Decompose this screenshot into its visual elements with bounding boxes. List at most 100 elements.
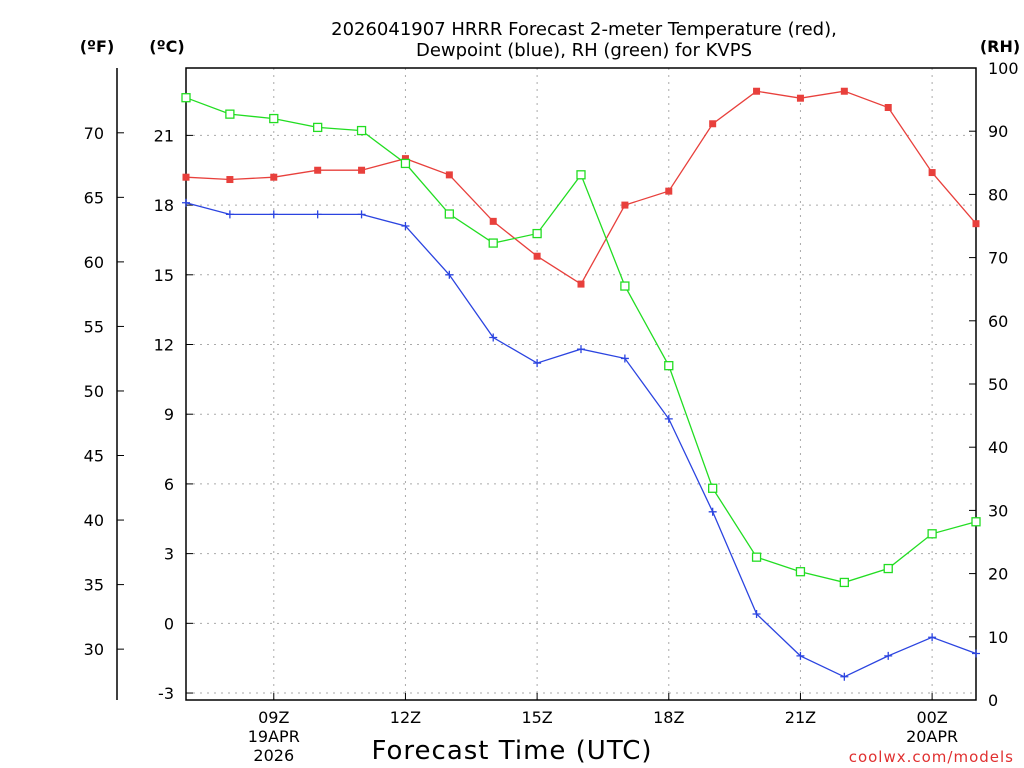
dewpoint-point <box>401 222 410 230</box>
x-tick-label: 12Z <box>390 708 421 727</box>
fahrenheit-unit-label: (ºF) <box>80 37 115 56</box>
rh-tick-label: 30 <box>988 501 1008 520</box>
dewpoint-line <box>185 202 977 678</box>
temperature-point <box>840 87 848 95</box>
rh-point <box>444 209 454 219</box>
fahrenheit-tick-label: 65 <box>84 188 104 207</box>
rh-point <box>883 563 893 574</box>
rh-point <box>751 552 762 562</box>
fahrenheit-tick-label: 35 <box>84 576 104 595</box>
temperature-point <box>358 166 366 174</box>
temperature-point <box>577 280 585 288</box>
dewpoint-point <box>269 210 278 219</box>
x-tick-label: 15Z <box>521 708 552 727</box>
rh-point <box>839 577 849 588</box>
celsius-tick-label: 3 <box>164 545 174 564</box>
rh-tick-label: 20 <box>988 565 1008 584</box>
dewpoint-point <box>182 198 190 207</box>
x-tick-year: 2026 <box>253 746 294 765</box>
fahrenheit-tick-label: 70 <box>84 124 104 143</box>
dewpoint-point <box>577 345 585 354</box>
rh-tick-label: 70 <box>988 249 1008 268</box>
fahrenheit-tick-label: 60 <box>84 253 104 272</box>
rh-tick-label: 50 <box>988 375 1008 394</box>
celsius-unit-label: (ºC) <box>149 37 184 56</box>
celsius-tick-label: 9 <box>164 405 174 424</box>
temperature-point <box>533 252 541 260</box>
fahrenheit-tick-label: 40 <box>84 511 104 530</box>
celsius-tick-label: 18 <box>154 196 174 215</box>
rh-point <box>620 281 630 291</box>
rh-point <box>532 228 542 239</box>
x-tick-label: 21Z <box>785 708 816 727</box>
dewpoint-point <box>752 610 761 619</box>
rh-point <box>400 158 411 169</box>
temperature-line <box>185 90 977 286</box>
data-series <box>181 87 981 681</box>
temperature-point <box>489 217 497 225</box>
fahrenheit-tick-label: 50 <box>84 382 104 401</box>
rh-point <box>927 529 937 539</box>
dewpoint-point <box>445 270 454 279</box>
dewpoint-point <box>225 210 234 219</box>
dewpoint-point <box>620 354 629 363</box>
celsius-tick-label: -3 <box>158 684 174 703</box>
temperature-point <box>621 201 629 209</box>
x-tick-label: 00Z <box>916 708 947 727</box>
temperature-point <box>314 166 322 174</box>
fahrenheit-tick-label: 30 <box>84 640 104 659</box>
dewpoint-point <box>972 649 980 658</box>
dewpoint-point <box>313 210 322 219</box>
dewpoint-point <box>664 414 673 423</box>
temperature-point <box>796 94 804 102</box>
rh-point <box>708 483 718 493</box>
celsius-axis: -3 0 3 6 9 12 15 18 21 <box>154 126 193 703</box>
rh-unit-label: (RH) <box>980 37 1020 56</box>
x-axis-title: Forecast Time (UTC) <box>371 736 652 766</box>
temperature-series <box>182 87 980 288</box>
temperature-point <box>884 104 892 111</box>
temperature-point <box>226 176 234 184</box>
rh-tick-label: 100 <box>988 59 1019 78</box>
rh-point <box>356 125 367 136</box>
rh-point <box>488 238 498 248</box>
credit-link[interactable]: coolwx.com/models <box>849 748 1014 766</box>
temperature-point <box>401 155 409 163</box>
rh-series <box>181 93 981 588</box>
rh-tick-label: 10 <box>988 628 1008 647</box>
fahrenheit-axis: 30 35 40 45 50 55 60 65 70 <box>84 124 124 659</box>
gridlines <box>186 68 976 700</box>
rh-tick-label: 90 <box>988 122 1008 141</box>
rh-point <box>269 113 279 124</box>
fahrenheit-tick-label: 45 <box>84 447 104 466</box>
plot-frame <box>185 67 977 701</box>
dewpoint-point <box>533 359 542 368</box>
temperature-point <box>972 220 980 228</box>
celsius-tick-label: 0 <box>164 614 174 633</box>
x-tick-label: 09Z <box>258 708 289 727</box>
rh-point <box>576 170 586 180</box>
celsius-tick-label: 21 <box>154 126 174 145</box>
rh-point <box>664 361 674 371</box>
rh-tick-label: 40 <box>988 438 1008 457</box>
rh-point <box>795 567 806 577</box>
rh-tick-label: 60 <box>988 312 1008 331</box>
rh-axis: 0 10 20 30 40 50 60 70 80 90 100 <box>969 59 1019 710</box>
rh-tick-label: 0 <box>988 691 998 710</box>
rh-point <box>181 93 191 103</box>
rh-tick-label: 80 <box>988 185 1008 204</box>
temperature-point <box>182 173 190 181</box>
x-tick-date: 20APR <box>906 727 958 746</box>
temperature-point <box>445 171 453 179</box>
fahrenheit-tick-label: 55 <box>84 317 104 336</box>
temperature-point <box>928 169 936 177</box>
rh-point <box>971 517 981 527</box>
celsius-tick-label: 15 <box>154 266 174 285</box>
celsius-tick-label: 12 <box>154 336 174 355</box>
temperature-point <box>665 187 673 195</box>
dewpoint-series <box>182 198 980 681</box>
celsius-tick-label: 6 <box>164 475 174 494</box>
dewpoint-point <box>884 651 893 660</box>
